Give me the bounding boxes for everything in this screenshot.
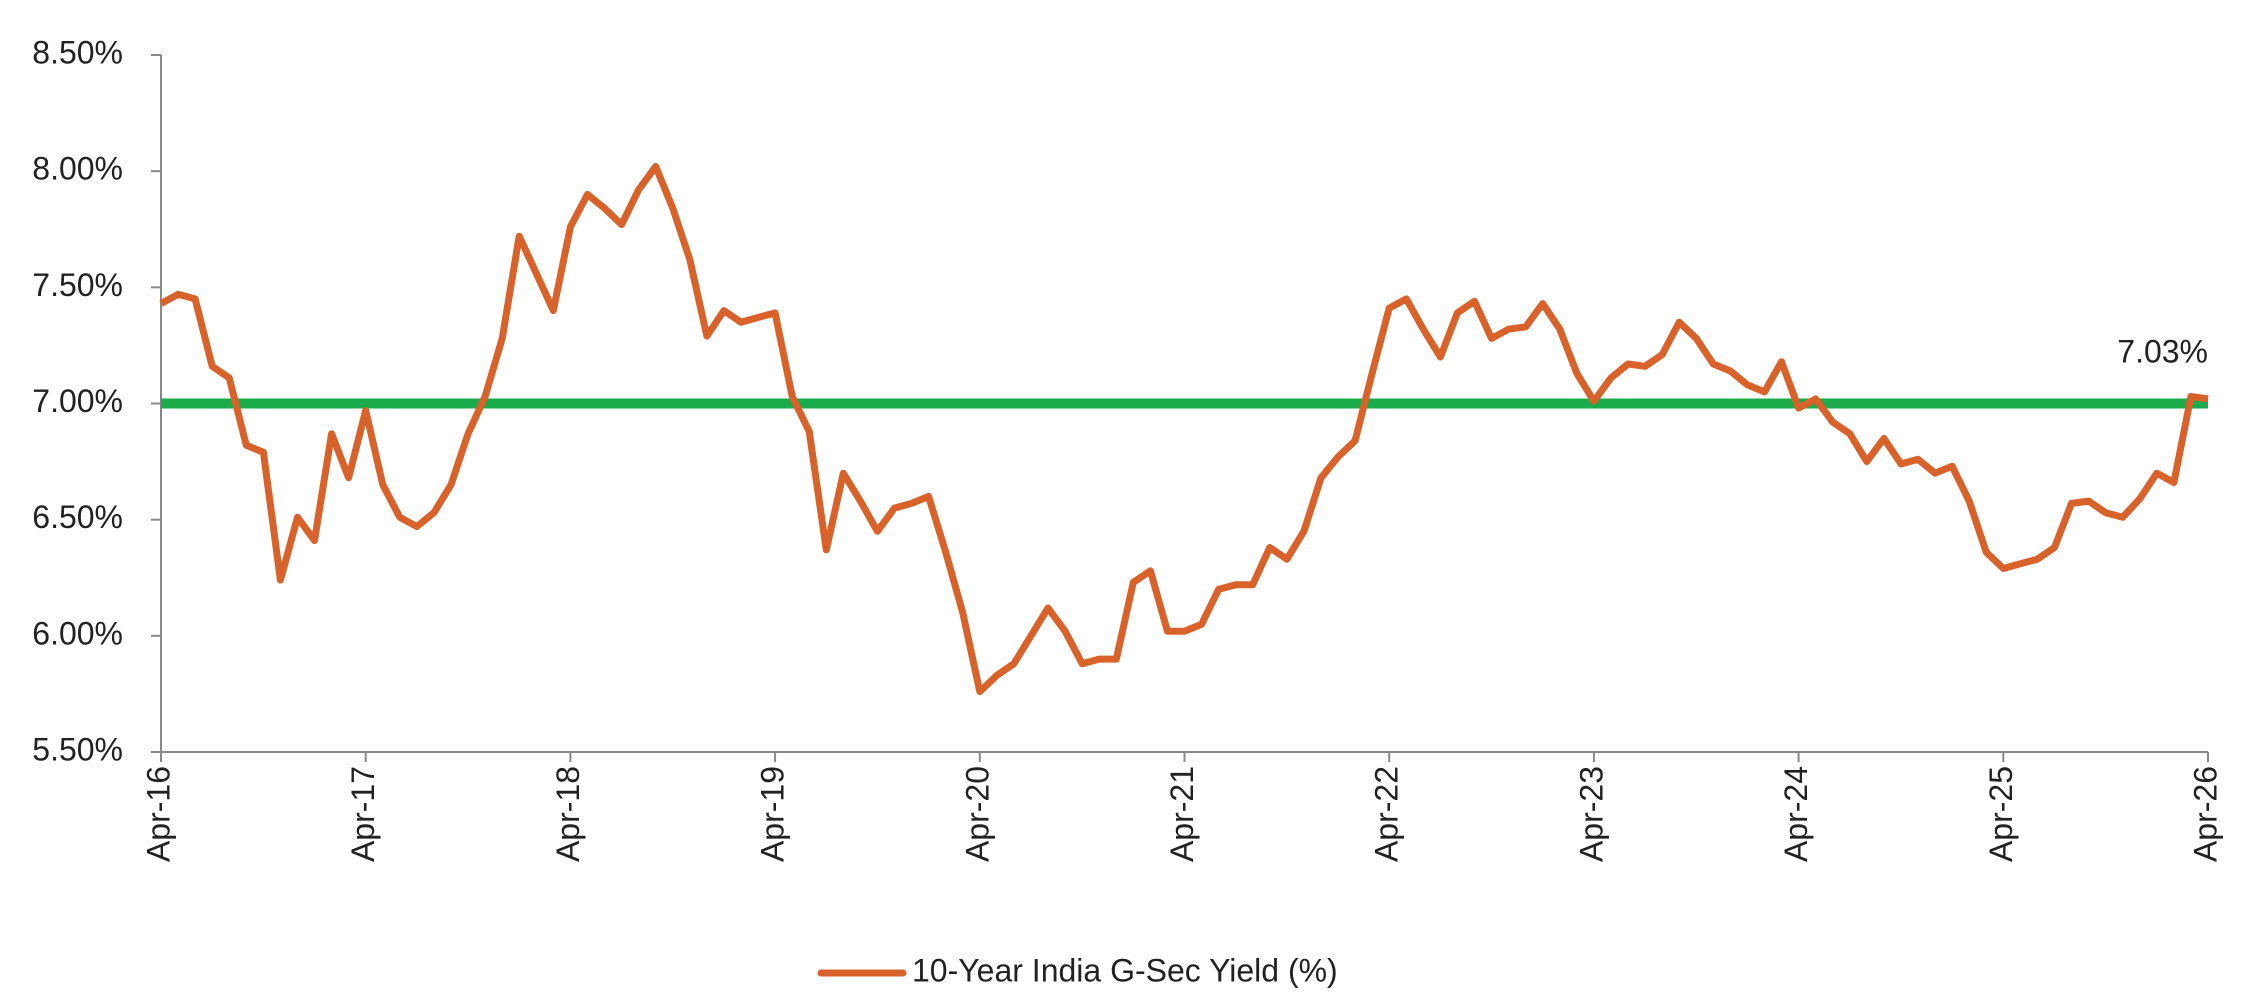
y-tick-label: 7.50% xyxy=(32,267,123,303)
x-tick-label: Apr-18 xyxy=(550,766,586,862)
annotation: 7.03% xyxy=(2117,333,2208,369)
x-tick-label: Apr-23 xyxy=(1573,766,1609,862)
x-tick-label: Apr-20 xyxy=(959,766,995,862)
y-tick-label: 8.00% xyxy=(32,151,123,187)
x-tick-label: Apr-26 xyxy=(2187,766,2223,862)
y-tick-label: 5.50% xyxy=(32,731,123,767)
y-tick-label: 6.00% xyxy=(32,615,123,651)
legend-label: 10-Year India G-Sec Yield (%) xyxy=(912,952,1338,988)
y-tick-label: 7.00% xyxy=(32,383,123,419)
x-tick-label: Apr-16 xyxy=(140,766,176,862)
series-line xyxy=(159,163,2209,696)
y-tick-label: 8.50% xyxy=(32,34,123,70)
y-tick-label: 6.50% xyxy=(32,499,123,535)
x-tick-label: Apr-22 xyxy=(1369,766,1405,862)
x-tick-label: Apr-19 xyxy=(755,766,791,862)
x-tick-label: Apr-17 xyxy=(345,766,381,862)
x-tick-label: Apr-25 xyxy=(1983,766,2019,862)
x-tick-label: Apr-24 xyxy=(1778,766,1814,862)
x-tick-label: Apr-21 xyxy=(1164,766,1200,862)
